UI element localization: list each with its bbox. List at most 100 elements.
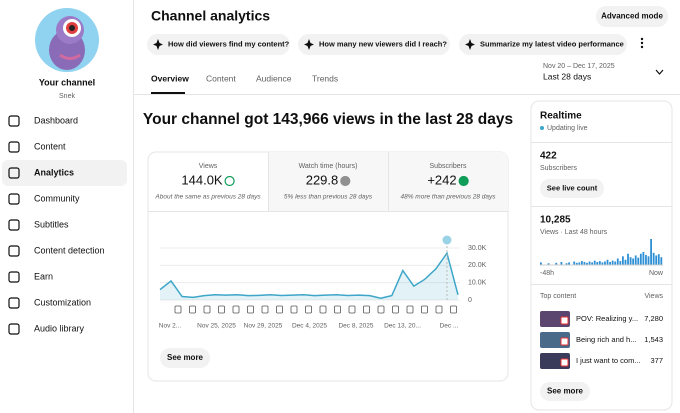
nav-icon[interactable] — [8, 115, 20, 127]
nav-item[interactable]: Community — [34, 193, 80, 203]
upload-marker[interactable] — [406, 305, 414, 314]
tab[interactable]: Trends — [312, 73, 338, 83]
nav-item[interactable]: Earn — [34, 271, 53, 281]
see-more-button[interactable] — [160, 348, 210, 368]
realtime-bar — [634, 255, 637, 265]
realtime-see-more-label[interactable]: See more — [547, 387, 584, 396]
chip-label[interactable]: How did viewers find my content? — [168, 39, 290, 48]
subscriber-count: 422 — [540, 151, 557, 162]
see-more-label[interactable]: See more — [167, 353, 204, 362]
metric-value[interactable]: 229.8 — [306, 172, 339, 187]
metric-value[interactable]: 144.0K — [181, 172, 223, 187]
upload-marker[interactable] — [232, 305, 240, 314]
nav-icon[interactable] — [8, 297, 20, 309]
upload-marker[interactable] — [363, 305, 370, 314]
nav-item[interactable]: Content — [34, 141, 66, 151]
chip[interactable] — [147, 34, 290, 55]
upload-marker[interactable] — [435, 305, 443, 314]
realtime-bar — [645, 255, 647, 265]
chip[interactable] — [459, 34, 627, 55]
date-range[interactable]: Nov 20 – Dec 17, 2025 — [543, 63, 615, 70]
advanced-mode-label[interactable]: Advanced mode — [601, 12, 663, 21]
upload-marker[interactable] — [348, 305, 356, 314]
chip-icon[interactable] — [153, 39, 163, 50]
realtime-bar — [650, 239, 652, 265]
period[interactable]: Last 28 days — [543, 71, 591, 81]
nav-icon[interactable] — [8, 141, 20, 153]
upload-marker[interactable] — [319, 305, 327, 314]
upload-marker[interactable] — [174, 305, 182, 314]
upload-marker[interactable] — [377, 305, 385, 314]
views-line — [159, 251, 459, 300]
upload-marker[interactable] — [261, 305, 269, 314]
chip-icon[interactable] — [304, 39, 314, 50]
upload-marker[interactable] — [392, 305, 399, 314]
video-title[interactable]: Being rich and h... — [576, 335, 636, 344]
nav-icon[interactable] — [8, 193, 20, 205]
metric-note: 48% more than previous 28 days — [400, 194, 496, 201]
realtime-bar — [629, 257, 632, 265]
nav-icon[interactable] — [8, 323, 20, 335]
start-label: -48h — [540, 270, 554, 277]
metrics: Views 144.0K About the same as previous 28… — [154, 163, 496, 201]
upload-marker[interactable] — [189, 305, 196, 314]
x-tick-label: Nov 29, 2025 — [244, 323, 283, 330]
nav-item[interactable]: Analytics — [34, 167, 74, 177]
tab[interactable]: Overview — [151, 73, 189, 83]
metric-trend-icon — [458, 175, 469, 187]
video-title[interactable]: I just want to com... — [576, 356, 641, 365]
upload-marker[interactable] — [450, 305, 457, 314]
tab[interactable]: Audience — [256, 73, 292, 83]
realtime-views-label: Views · Last 48 hours — [540, 229, 608, 236]
metric-value[interactable]: +242 — [427, 172, 456, 187]
advanced-mode-button[interactable] — [596, 6, 668, 27]
realtime-bar — [591, 262, 594, 265]
metric-label[interactable]: Watch time (hours) — [299, 163, 358, 170]
nav-item[interactable]: Content detection — [34, 245, 105, 255]
realtime-bar — [593, 260, 596, 265]
realtime-bar — [560, 261, 563, 265]
upload-marker[interactable] — [276, 305, 283, 314]
avatar — [35, 8, 99, 72]
chip-label[interactable]: Summarize my latest video performance — [480, 39, 624, 48]
chip-label[interactable]: How many new viewers did I reach? — [319, 39, 447, 48]
nav-icon[interactable] — [8, 167, 20, 179]
upload-marker[interactable] — [421, 305, 428, 314]
upload-marker[interactable] — [334, 305, 341, 314]
realtime-views: 10,285 — [540, 215, 571, 226]
y-tick-label: 30.0K — [468, 245, 487, 252]
video-title[interactable]: POV: Realizing y... — [576, 314, 638, 323]
metric-label[interactable]: Views — [199, 163, 218, 170]
nav-icon[interactable] — [8, 245, 20, 257]
top-content-label: Top content — [540, 293, 576, 300]
upload-marker[interactable] — [247, 305, 254, 314]
realtime-bar — [657, 254, 660, 265]
chip[interactable] — [298, 34, 450, 55]
x-tick-label: Nov 25, 2025 — [197, 323, 236, 330]
realtime-bar — [568, 262, 570, 265]
realtime-bar — [547, 263, 550, 265]
upload-marker[interactable] — [203, 305, 211, 314]
upload-marker[interactable] — [218, 305, 225, 314]
nav-item[interactable]: Dashboard — [34, 115, 78, 125]
nav-item[interactable]: Customization — [34, 297, 91, 307]
period-chevron[interactable] — [655, 69, 664, 75]
more-menu[interactable] — [640, 37, 644, 49]
realtime-see-more[interactable] — [540, 382, 590, 401]
upload-marker[interactable] — [305, 305, 312, 314]
metric-label[interactable]: Subscribers — [430, 163, 467, 170]
metric-note: About the same as previous 28 days — [154, 194, 261, 201]
realtime-bar — [588, 261, 591, 265]
realtime-bar — [660, 257, 663, 265]
live-count-button[interactable] — [540, 179, 604, 198]
thumbnail-badge — [560, 316, 569, 325]
nav-item[interactable]: Audio library — [34, 323, 85, 333]
nav-item[interactable]: Subtitles — [34, 219, 69, 229]
tab[interactable]: Content — [206, 73, 236, 83]
upload-marker[interactable] — [290, 305, 298, 314]
realtime-bar — [583, 261, 586, 265]
chip-icon[interactable] — [465, 39, 475, 50]
nav-icon[interactable] — [8, 219, 20, 231]
live-count-label[interactable]: See live count — [547, 183, 598, 192]
nav-icon[interactable] — [8, 271, 20, 283]
